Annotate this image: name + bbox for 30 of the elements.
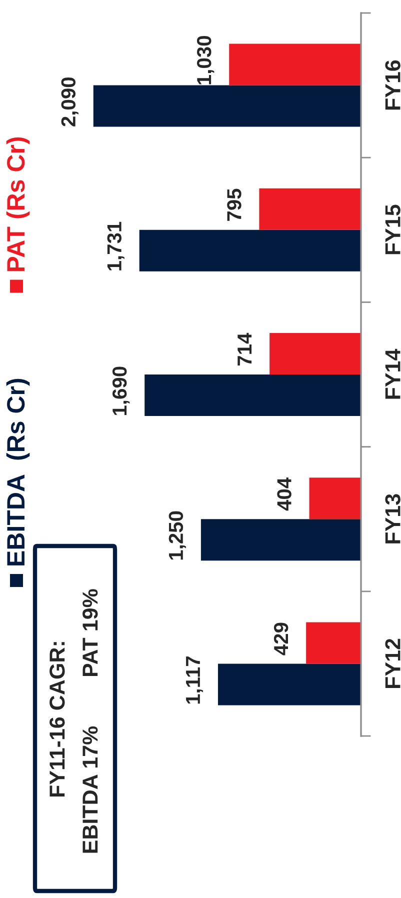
y-tick-label: FY13	[385, 494, 400, 544]
y-tick-label: FY12	[385, 638, 400, 688]
bar	[139, 230, 361, 272]
text: FY11-16 CAGR:	[50, 642, 65, 797]
annotation: EBITDA 17%	[82, 726, 98, 853]
data-label: 1,250	[168, 511, 186, 560]
data-label: 714	[238, 332, 252, 366]
annotation: PAT 19%	[82, 589, 98, 676]
data-label: 1,731	[107, 222, 124, 270]
y-tick-label: FY15	[385, 204, 400, 254]
bar	[200, 519, 361, 561]
bar	[93, 85, 361, 127]
bar	[229, 44, 361, 86]
bar	[218, 664, 361, 706]
data-label: 1,030	[196, 36, 214, 84]
data-label: 1,690	[112, 366, 130, 416]
text: PAT (Rs Cr)	[6, 137, 30, 272]
bar	[306, 622, 361, 664]
bar	[259, 188, 361, 230]
bar	[309, 478, 361, 520]
bar	[270, 333, 361, 374]
data-label: 404	[277, 477, 292, 511]
bar	[144, 374, 361, 416]
data-label: 795	[227, 188, 242, 221]
y-tick-label: FY16	[385, 60, 400, 110]
text: EBITDA (Rs Cr)	[6, 378, 30, 566]
data-label: 1,117	[186, 656, 204, 704]
data-label: 2,090	[61, 78, 78, 126]
data-label: 429	[274, 622, 288, 656]
y-tick-label: FY14	[385, 348, 400, 399]
